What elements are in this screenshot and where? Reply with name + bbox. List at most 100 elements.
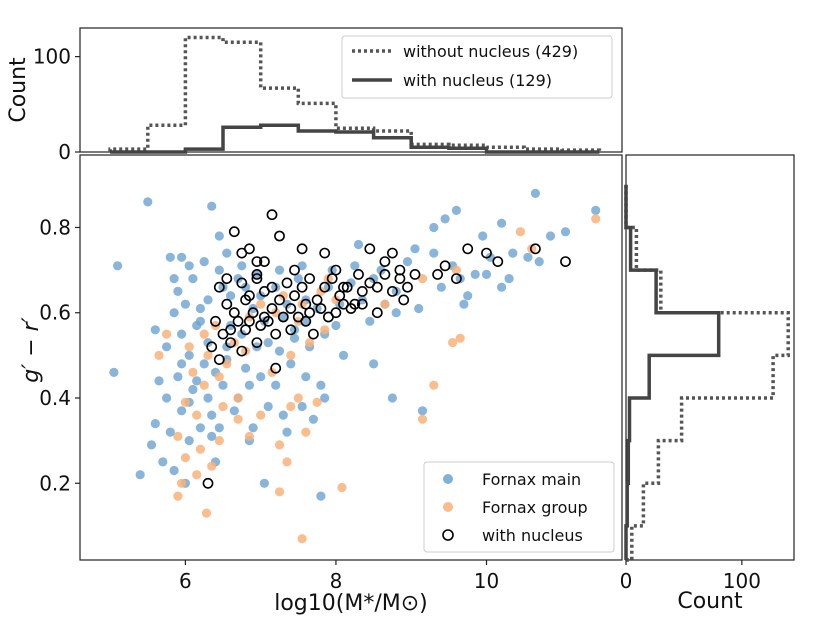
point-with-nucleus: [319, 281, 331, 293]
point-fornax-group: [293, 393, 303, 403]
point-with-nucleus: [266, 303, 278, 314]
point-with-nucleus: [296, 281, 308, 293]
point-fornax-group: [417, 414, 428, 424]
point-with-nucleus: [492, 256, 504, 267]
point-with-nucleus: [345, 303, 357, 314]
point-fornax-group: [180, 397, 190, 407]
point-fornax-main: [301, 316, 311, 326]
y-tick-label: 0.4: [39, 386, 71, 410]
point-fornax-main: [353, 239, 364, 250]
point-fornax-group: [256, 299, 266, 309]
point-fornax-group: [515, 227, 526, 237]
point-with-nucleus: [356, 298, 368, 310]
point-fornax-group: [201, 508, 212, 518]
point-fornax-main: [222, 248, 232, 258]
point-fornax-main: [192, 376, 202, 386]
point-fornax-main: [497, 282, 507, 292]
point-fornax-main: [387, 393, 397, 403]
point-fornax-group: [180, 453, 190, 463]
point-fornax-main: [459, 299, 469, 309]
point-with-nucleus: [289, 290, 300, 302]
point-fornax-group: [278, 291, 288, 301]
top-hist-without-nucleus: [108, 35, 602, 152]
y-tick-label: 0.6: [39, 301, 71, 325]
point-fornax-main: [150, 419, 160, 429]
scatter-legend-box: [423, 461, 615, 553]
point-fornax-main: [508, 248, 518, 258]
top-legend-box: [341, 35, 613, 99]
point-fornax-main: [169, 274, 179, 284]
point-with-nucleus: [232, 315, 244, 327]
point-fornax-group: [188, 367, 198, 377]
point-fornax-main: [241, 282, 251, 292]
point-fornax-main: [282, 427, 292, 437]
point-fornax-main: [158, 457, 168, 467]
point-fornax-group: [271, 308, 281, 318]
point-with-nucleus: [266, 281, 278, 293]
top-legend: without nucleus (429) with nucleus (129): [341, 35, 613, 99]
point-fornax-main: [154, 376, 164, 386]
point-fornax-main: [180, 299, 190, 309]
point-with-nucleus: [300, 298, 312, 310]
point-with-nucleus: [311, 294, 323, 306]
point-fornax-main: [530, 188, 541, 198]
point-fornax-main: [143, 197, 153, 207]
point-fornax-main: [203, 338, 213, 348]
point-fornax-group: [267, 367, 277, 377]
legend-with-nucleus-label: with nucleus (129): [403, 71, 552, 90]
point-fornax-main: [135, 470, 145, 480]
point-fornax-main: [297, 261, 307, 271]
point-fornax-group: [312, 397, 322, 407]
top-histogram-panel: 0 100 Count without nucleus (429) with nu…: [6, 27, 623, 164]
point-fornax-group: [154, 350, 164, 360]
point-with-nucleus: [221, 273, 233, 284]
point-fornax-main: [323, 282, 333, 292]
point-fornax-group: [199, 380, 209, 390]
point-fornax-group: [320, 325, 330, 335]
point-with-nucleus: [371, 307, 383, 319]
point-fornax-main: [199, 257, 209, 267]
point-fornax-group: [417, 274, 428, 284]
point-fornax-main: [241, 363, 251, 373]
point-with-nucleus: [251, 273, 263, 284]
point-fornax-group: [305, 338, 315, 348]
point-fornax-main: [214, 423, 224, 433]
point-with-nucleus: [409, 268, 421, 280]
point-fornax-main: [233, 274, 243, 284]
point-with-nucleus: [353, 268, 364, 280]
point-with-nucleus: [296, 243, 308, 255]
point-fornax-group: [286, 350, 296, 360]
point-fornax-main: [478, 231, 488, 241]
point-fornax-main: [177, 406, 187, 416]
point-fornax-group: [591, 214, 601, 224]
point-fornax-main: [207, 201, 217, 211]
point-fornax-group: [222, 359, 232, 369]
point-fornax-main: [369, 359, 379, 369]
point-fornax-main: [338, 350, 349, 360]
legend-fornax-main-label: Fornax main: [482, 470, 581, 489]
point-fornax-main: [259, 478, 269, 488]
point-fornax-main: [165, 252, 175, 262]
scatter-legend: Fornax main Fornax group with nucleus: [423, 461, 615, 553]
point-fornax-main: [256, 291, 266, 301]
point-fornax-main: [286, 359, 296, 369]
point-fornax-main: [184, 436, 194, 446]
scatter-xlabel: log10(M*/M⊙): [274, 591, 428, 616]
point-fornax-main: [301, 372, 311, 382]
point-fornax-main: [481, 269, 492, 279]
point-fornax-main: [369, 274, 379, 284]
point-fornax-group: [192, 470, 202, 480]
top-y-tick-label: 100: [33, 45, 71, 69]
point-fornax-group: [173, 491, 183, 501]
point-fornax-main: [534, 257, 544, 267]
point-fornax-main: [195, 423, 205, 433]
point-fornax-main: [365, 316, 375, 326]
point-with-nucleus: [206, 341, 218, 353]
top-hist-with-nucleus: [110, 123, 600, 154]
x-tick-label: 8: [330, 569, 343, 593]
point-fornax-group: [380, 299, 390, 309]
point-fornax-main: [263, 338, 273, 348]
point-fornax-main: [436, 282, 446, 292]
point-fornax-main: [188, 274, 198, 284]
point-fornax-main: [278, 312, 288, 322]
